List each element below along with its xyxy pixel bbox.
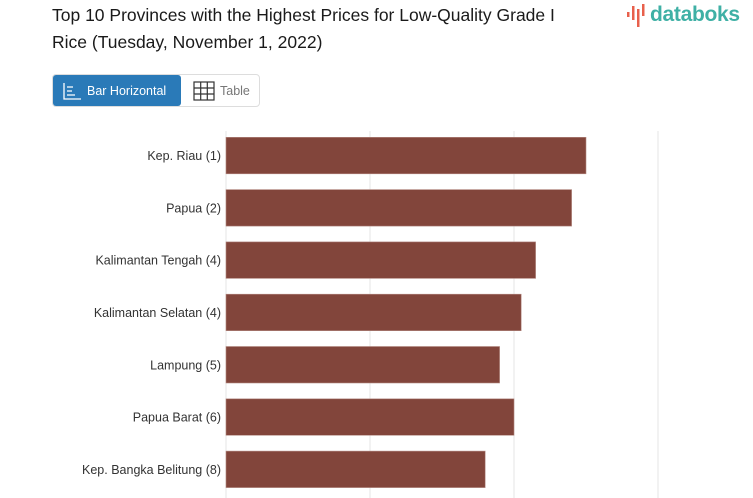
bar[interactable] [225, 398, 515, 436]
category-label: Kep. Bangka Belitung (8) [82, 463, 221, 477]
bar[interactable] [225, 450, 486, 488]
category-label: Papua (2) [166, 201, 221, 215]
databoks-logo: databoks [626, 3, 740, 27]
category-label: Kalimantan Selatan (4) [94, 306, 221, 320]
bar[interactable] [225, 241, 536, 279]
bar[interactable] [225, 346, 500, 384]
logo-bars-icon [627, 4, 645, 27]
category-label: Lampung (5) [150, 358, 221, 372]
bar[interactable] [225, 293, 522, 332]
bar-horizontal-button[interactable]: Bar Horizontal [53, 75, 181, 106]
bar[interactable] [225, 189, 572, 227]
chart-title: Top 10 Provinces with the Highest Prices… [52, 5, 555, 52]
view-toggle: Bar Horizontal Table [52, 74, 260, 107]
category-label: Papua Barat (6) [133, 411, 221, 425]
category-label: Kalimantan Tengah (4) [95, 254, 221, 268]
logo-text: databoks [650, 3, 740, 26]
bar[interactable] [225, 137, 587, 175]
bar-horizontal-label: Bar Horizontal [87, 83, 167, 98]
table-label: Table [220, 83, 250, 98]
table-button[interactable]: Table [181, 75, 250, 106]
table-icon [193, 80, 215, 101]
category-label: Kep. Riau (1) [147, 149, 221, 163]
bar-chart-icon [63, 82, 81, 100]
